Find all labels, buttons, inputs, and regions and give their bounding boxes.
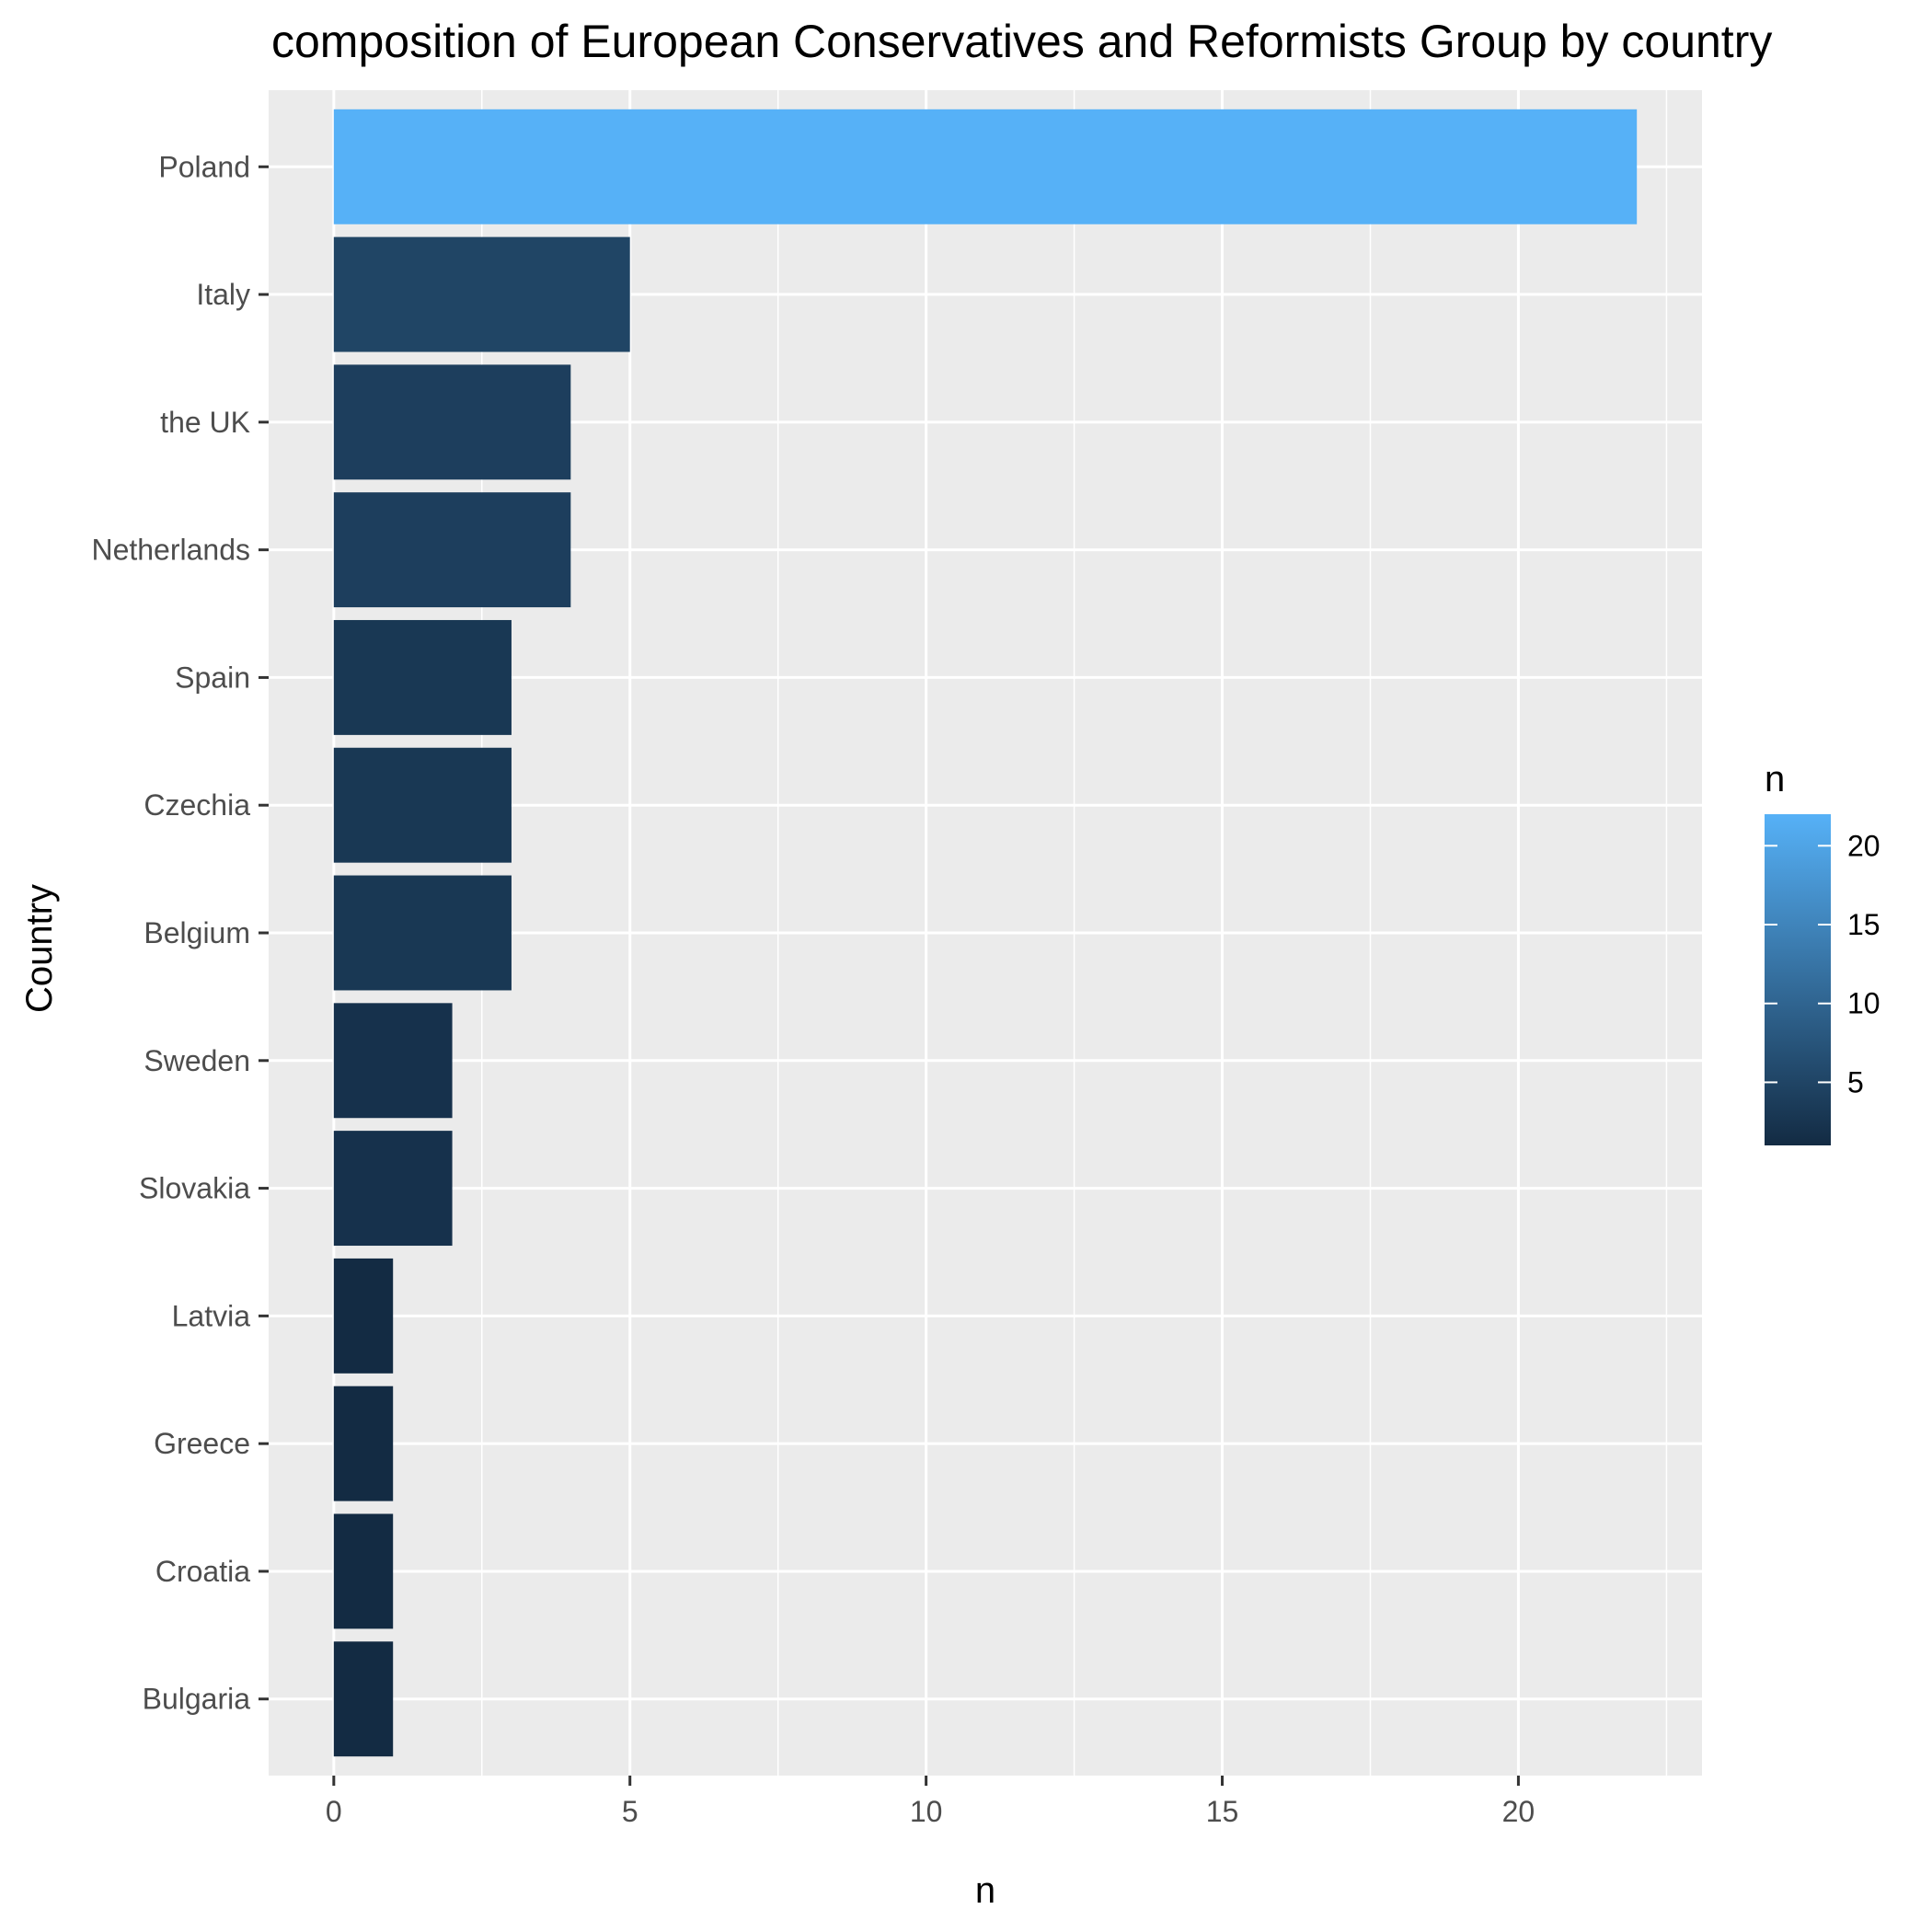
y-tick-label: Poland xyxy=(158,150,250,183)
x-axis-title: n xyxy=(975,1870,995,1911)
legend-title: n xyxy=(1765,759,1785,799)
x-tick-label: 20 xyxy=(1502,1795,1535,1828)
chart-title: composition of European Conservatives an… xyxy=(271,16,1772,67)
bar xyxy=(333,236,630,352)
y-tick-label: Spain xyxy=(175,661,250,694)
y-tick-label: Croatia xyxy=(155,1555,250,1588)
bar xyxy=(333,1386,394,1501)
y-tick-label: Latvia xyxy=(172,1299,251,1332)
bar xyxy=(333,1003,453,1119)
legend-tick-label: 10 xyxy=(1847,987,1880,1020)
y-axis-title: Country xyxy=(19,884,60,1013)
bar xyxy=(333,1641,394,1757)
y-tick-label: Czechia xyxy=(144,788,250,822)
bar xyxy=(333,875,512,991)
y-tick-label: Netherlands xyxy=(91,534,250,567)
bar xyxy=(333,109,1638,224)
x-tick-label: 0 xyxy=(326,1795,342,1828)
legend-tick-label: 20 xyxy=(1847,829,1880,862)
y-tick-label: Belgium xyxy=(144,916,250,949)
bar xyxy=(333,1513,394,1629)
bar xyxy=(333,1131,453,1247)
bar xyxy=(333,1258,394,1374)
bar xyxy=(333,619,512,735)
bar xyxy=(333,364,571,480)
y-axis: Poland Italy the UK Netherlands Spain Czechia… xyxy=(91,150,269,1716)
y-tick-label: Italy xyxy=(196,278,250,311)
x-axis: 0 5 10 15 20 xyxy=(326,1776,1535,1828)
legend-colorbar xyxy=(1765,814,1831,1145)
x-tick-label: 5 xyxy=(622,1795,638,1828)
y-tick-label: Sweden xyxy=(144,1044,250,1077)
y-tick-label: the UK xyxy=(160,406,250,439)
bars xyxy=(333,109,1638,1757)
color-legend: n 5 10 15 20 xyxy=(1765,759,1880,1145)
x-tick-label: 10 xyxy=(910,1795,943,1828)
legend-tick-label: 15 xyxy=(1847,908,1880,941)
legend-tick-label: 5 xyxy=(1847,1065,1864,1098)
bar xyxy=(333,747,512,863)
bar xyxy=(333,492,571,608)
y-tick-label: Greece xyxy=(154,1427,250,1460)
y-tick-label: Bulgaria xyxy=(143,1683,251,1716)
legend-ticks: 5 10 15 20 xyxy=(1765,829,1880,1098)
y-tick-label: Slovakia xyxy=(139,1172,250,1205)
x-tick-label: 15 xyxy=(1206,1795,1239,1828)
